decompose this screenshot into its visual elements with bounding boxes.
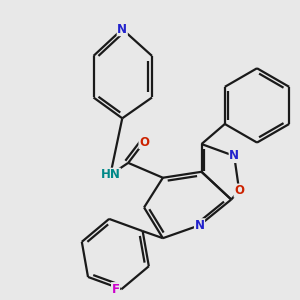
Text: N: N: [194, 219, 205, 232]
Text: N: N: [229, 149, 239, 162]
Text: N: N: [117, 22, 127, 36]
Text: HN: HN: [100, 168, 120, 181]
Text: F: F: [112, 283, 120, 296]
Text: O: O: [139, 136, 149, 148]
Text: O: O: [234, 184, 244, 197]
